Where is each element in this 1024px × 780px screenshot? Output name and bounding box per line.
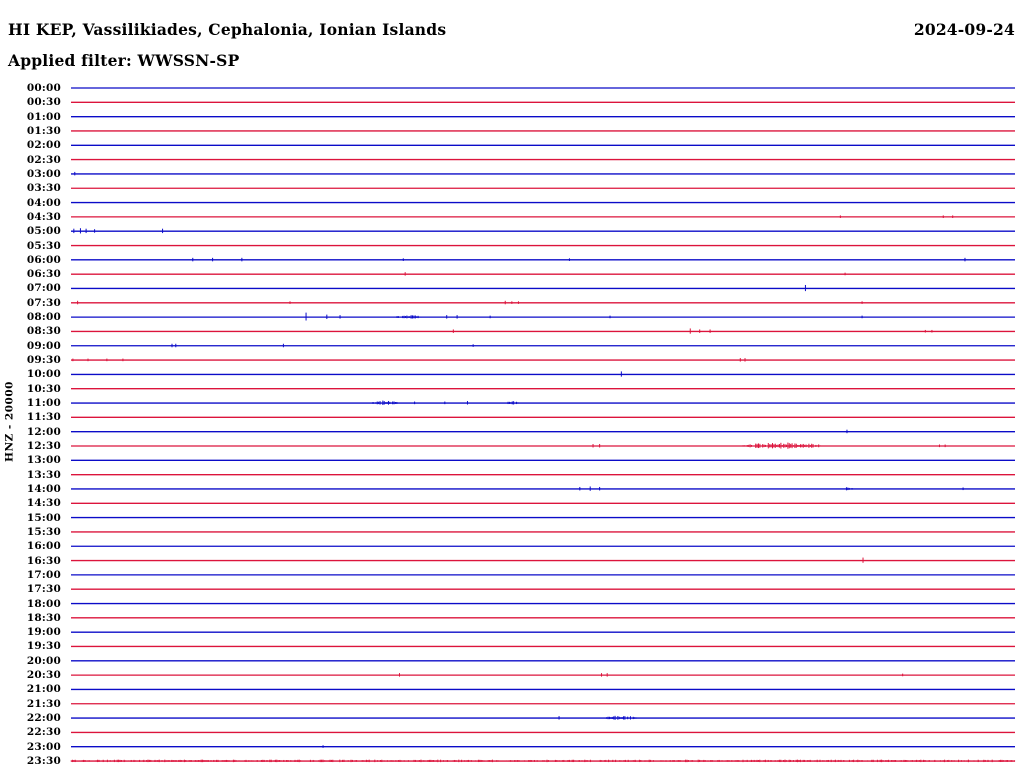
time-label: 08:30	[26, 325, 61, 338]
time-label: 09:00	[26, 339, 61, 352]
time-label: 13:30	[26, 468, 61, 481]
time-label: 18:30	[26, 611, 61, 624]
time-label: 20:30	[26, 669, 61, 682]
station-title: HI KEP, Vassilikiades, Cephalonia, Ionia…	[8, 20, 447, 39]
time-label: 17:00	[26, 568, 61, 581]
time-label: 16:00	[26, 540, 61, 553]
time-label: 14:00	[26, 482, 61, 495]
time-label: 08:00	[26, 311, 61, 324]
filter-label: Applied filter: WWSSN-SP	[8, 51, 240, 70]
time-label: 12:00	[26, 425, 61, 438]
time-label: 03:00	[26, 167, 61, 180]
time-label: 10:00	[26, 368, 61, 381]
time-label: 12:30	[26, 440, 61, 452]
time-label: 23:00	[26, 740, 61, 753]
time-label: 06:30	[26, 268, 61, 281]
time-label: 00:30	[26, 96, 61, 109]
time-label: 07:00	[26, 282, 61, 295]
time-label: 05:30	[26, 239, 61, 252]
time-label: 22:30	[26, 726, 61, 739]
time-label: 21:00	[26, 683, 61, 696]
time-label: 01:30	[26, 124, 61, 137]
date-label: 2024-09-24	[913, 20, 1015, 39]
time-label: 23:30	[26, 755, 61, 768]
time-label: 04:30	[26, 210, 61, 223]
time-label: 09:30	[26, 354, 61, 367]
time-label: 04:00	[26, 196, 61, 209]
time-label: 11:00	[26, 397, 61, 410]
time-label: 03:30	[26, 182, 61, 195]
time-label: 17:30	[26, 583, 61, 596]
time-label: 06:00	[26, 253, 61, 266]
time-label: 14:30	[26, 497, 61, 510]
time-label: 05:00	[26, 225, 61, 238]
time-label: 10:30	[26, 382, 61, 395]
time-label: 13:00	[26, 454, 61, 467]
time-label: 16:30	[26, 554, 61, 567]
time-label: 01:00	[26, 110, 61, 123]
time-label: 19:00	[26, 626, 61, 639]
time-label: 15:30	[26, 525, 61, 538]
time-label: 02:00	[26, 139, 61, 152]
time-label: 22:00	[26, 712, 61, 725]
time-label: 00:00	[26, 82, 61, 94]
time-label: 20:00	[26, 654, 61, 667]
time-label: 21:30	[26, 697, 61, 710]
time-label: 02:30	[26, 153, 61, 166]
time-label: 18:00	[26, 597, 61, 610]
header-row: HI KEP, Vassilikiades, Cephalonia, Ionia…	[8, 20, 1015, 39]
time-label: 11:30	[26, 411, 61, 424]
time-label: 19:30	[26, 640, 61, 653]
time-label: 15:00	[26, 511, 61, 524]
time-label: 07:30	[26, 296, 61, 309]
